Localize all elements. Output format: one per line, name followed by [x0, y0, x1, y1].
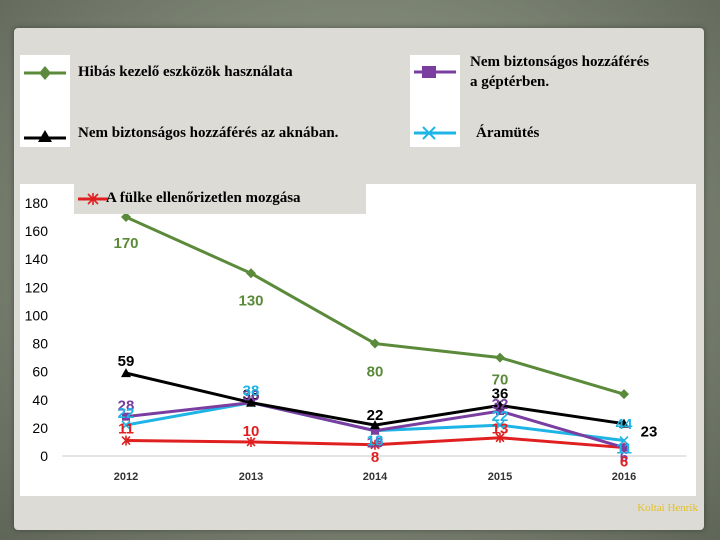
- legend-label-geptereben-line1: Nem biztonságos hozzáférés: [470, 54, 650, 70]
- data-point-nem_aknaban: [121, 368, 131, 378]
- data-point-hibas: [370, 338, 380, 349]
- x-tick-label: 2014: [363, 471, 388, 483]
- data-label: 36: [492, 385, 509, 402]
- data-label: 10: [243, 423, 260, 440]
- x-tick-label: 2016: [612, 471, 636, 483]
- data-label: 13: [492, 421, 509, 438]
- legend-markers: [24, 66, 456, 142]
- x-tick-label: 2012: [114, 471, 138, 483]
- data-point-aramutes: [495, 420, 505, 430]
- data-label: 11: [118, 421, 134, 438]
- data-point-aramutes: [619, 435, 629, 446]
- y-tick-label: 120: [25, 279, 49, 295]
- data-point-fulke: [121, 435, 131, 446]
- data-label: 38: [243, 387, 260, 404]
- x-tick-label: 2015: [488, 471, 512, 483]
- data-label: 38: [243, 388, 260, 405]
- legend-marker-aramutes: [414, 126, 456, 140]
- data-label: 59: [118, 353, 135, 370]
- author-credit: Koltai Henrik: [637, 502, 698, 514]
- data-point-hibas: [619, 389, 629, 400]
- data-label: 23: [641, 424, 658, 441]
- data-point-fulke: [495, 432, 505, 443]
- data-label: 18: [367, 435, 384, 452]
- data-point-fulke: [370, 439, 380, 450]
- data-label: 22: [118, 405, 135, 422]
- data-point-hibas: [121, 212, 131, 223]
- data-label: 11: [616, 441, 632, 458]
- x-axis: 2012 2013 2014 2015 2016: [62, 455, 686, 483]
- data-label: 80: [367, 364, 384, 381]
- data-point-aramutes: [121, 420, 131, 430]
- legend-label-fulke: A fülke ellenőrizetlen mozgása: [106, 190, 301, 206]
- data-point-nem_aknaban: [246, 397, 256, 407]
- data-point-nem_aknaban: [495, 400, 505, 410]
- y-tick-label: 160: [25, 223, 49, 239]
- data-label: 32: [492, 396, 509, 413]
- data-label: 130: [238, 292, 263, 309]
- data-point-geptereben: [122, 412, 130, 421]
- y-tick-label: 180: [25, 195, 49, 211]
- data-label: 170: [113, 235, 138, 252]
- legend-marker-hibas: [24, 66, 66, 80]
- legend-label-geptereben-line2: a géptérben.: [470, 74, 550, 90]
- legend-label-hibas: Hibás kezelő eszközök használata: [78, 64, 293, 80]
- legend-marker-geptereben: [414, 66, 456, 78]
- legend-fulke-box: [74, 184, 366, 214]
- y-axis: 0 20 40 60 80 100 120 140 160 180: [25, 195, 49, 464]
- x-tick-label: 2013: [239, 471, 263, 483]
- legend-marker-fulke: [78, 193, 108, 205]
- legend-label-aknaban: Nem biztonságos hozzáférés az aknában.: [78, 125, 339, 141]
- data-point-hibas: [495, 352, 505, 363]
- data-label: 38: [243, 383, 260, 400]
- y-tick-label: 60: [32, 364, 48, 380]
- y-tick-label: 0: [40, 448, 48, 464]
- data-point-nem_aknaban: [370, 420, 380, 430]
- y-tick-label: 80: [32, 336, 48, 352]
- y-tick-label: 20: [32, 420, 48, 436]
- y-tick-label: 100: [25, 307, 49, 323]
- data-label: 8: [371, 449, 379, 466]
- legend-label-aramutes: Áramütés: [476, 125, 540, 141]
- data-point-geptereben: [620, 443, 628, 452]
- data-label: 70: [492, 372, 509, 389]
- data-label: 6: [620, 449, 628, 466]
- data-point-fulke: [246, 436, 256, 447]
- data-label: 18: [367, 433, 384, 450]
- data-label: 22: [367, 407, 384, 424]
- data-label: 22: [492, 408, 509, 425]
- data-label: 44: [616, 416, 633, 433]
- data-label: 28: [118, 398, 135, 415]
- y-tick-label: 140: [25, 251, 49, 267]
- legend-marker-aknaban: [24, 130, 66, 142]
- data-point-hibas: [246, 268, 256, 279]
- data-label: 6: [620, 454, 628, 471]
- series-lines: [121, 212, 629, 453]
- y-tick-label: 40: [32, 392, 48, 408]
- data-point-nem_aknaban: [619, 418, 629, 428]
